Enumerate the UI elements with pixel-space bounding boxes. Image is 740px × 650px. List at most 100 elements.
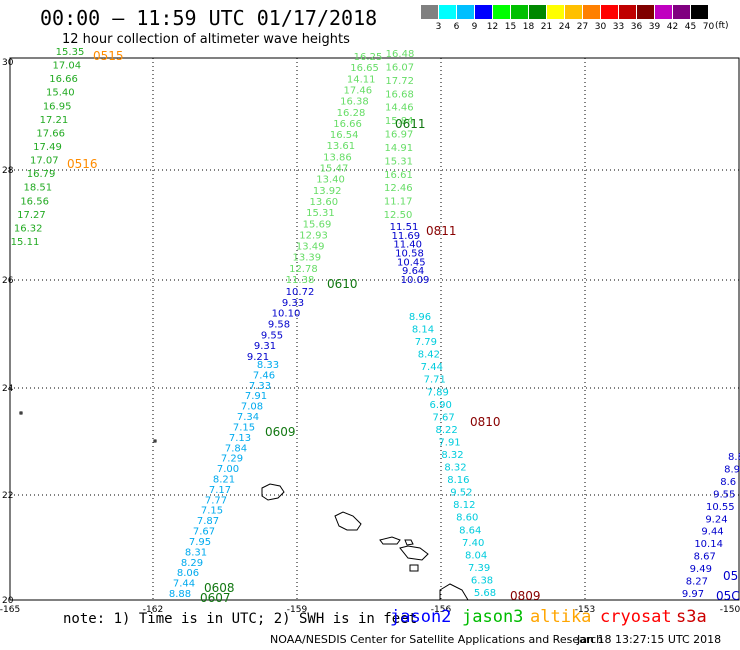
scale-swatch [421, 5, 439, 19]
wave-height-label: 7.13 [229, 433, 251, 444]
wave-height-label: 7.15 [201, 506, 223, 517]
wave-height-label: 16.61 [384, 170, 413, 181]
wave-height-label: 13.40 [316, 175, 345, 186]
wave-height-label: 8.14 [412, 325, 434, 336]
wave-height-label: 8.04 [465, 550, 487, 561]
scale-label: 24 [558, 22, 571, 32]
wave-height-label: 14.11 [347, 74, 376, 85]
satellite-jason3: jason3 [462, 607, 524, 627]
scale-swatch [457, 5, 475, 19]
wave-height-label: 11.51 [390, 222, 419, 233]
y-axis-tick-label: 30 [2, 58, 14, 68]
island-outline [379, 536, 401, 545]
wave-height-label: 9.21 [247, 352, 269, 363]
wave-height-label: 16.79 [27, 169, 56, 180]
wave-height-label: 9.24 [705, 514, 727, 525]
page-subtitle: 12 hour collection of altimeter wave hei… [62, 32, 350, 47]
wave-height-label: 8.6 [720, 477, 736, 488]
scale-label: 45 [684, 22, 697, 32]
y-axis-tick-label: 24 [2, 384, 14, 394]
scale-label: 70 [702, 22, 715, 32]
wave-height-label: 8.12 [453, 500, 475, 511]
wave-height-label: 16.66 [333, 119, 362, 130]
scale-swatch [601, 5, 619, 19]
wave-height-label: 7.46 [253, 370, 275, 381]
time-label: 05C [716, 589, 740, 603]
wave-height-label: 11.17 [384, 197, 413, 208]
wave-height-label: 17.27 [17, 210, 46, 221]
wave-height-label: 10.09 [401, 275, 430, 286]
scale-swatch [691, 5, 709, 19]
wave-height-label: 11.40 [393, 240, 422, 251]
wave-height-label: 9.44 [701, 527, 723, 538]
wave-height-label: 8.29 [181, 558, 203, 569]
wave-height-label: 7.08 [241, 402, 263, 413]
wave-height-label: 7.89 [427, 387, 449, 398]
scale-swatch [547, 5, 565, 19]
wave-height-label: 7.87 [197, 516, 219, 527]
wave-height-label: 8.88 [169, 589, 191, 600]
island-outline [261, 483, 285, 501]
wave-height-label: 7.34 [237, 412, 259, 423]
map-frame [9, 57, 740, 601]
wave-height-label: 16.68 [385, 89, 414, 100]
wave-height-label: 8.16 [447, 475, 469, 486]
wave-height-label: 16.65 [350, 63, 379, 74]
wave-height-label: 9.58 [268, 320, 290, 331]
scale-label: 21 [540, 22, 553, 32]
wave-height-label: 8.31 [185, 547, 207, 558]
wave-height-label: 16.54 [330, 130, 359, 141]
x-axis-tick-label: -165 [0, 605, 20, 615]
time-label: 05 [723, 569, 738, 583]
scale-label: 9 [471, 22, 478, 32]
wave-height-label: 7.15 [233, 422, 255, 433]
time-label: 0608 [204, 581, 235, 595]
wave-height-label: 17.66 [36, 128, 65, 139]
wave-height-label: 8.9 [724, 464, 740, 475]
y-axis-tick-label: 20 [2, 596, 14, 606]
wave-height-label: 15.11 [11, 237, 40, 248]
x-axis-tick-label: -150 [720, 605, 740, 615]
wave-height-label: 8.06 [177, 568, 199, 579]
island-outline [404, 539, 414, 546]
wave-height-label: 7.40 [462, 538, 484, 549]
scale-swatch [583, 5, 601, 19]
page-title: 00:00 – 11:59 UTC 01/17/2018 [40, 6, 378, 30]
wave-height-label: 17.72 [385, 76, 414, 87]
wave-height-label: 13.61 [326, 141, 355, 152]
scale-label: 3 [435, 22, 442, 32]
wave-height-label: 7.67 [193, 527, 215, 538]
wave-height-label: 8.60 [456, 513, 478, 524]
generated-timestamp: Jan 18 13:27:15 UTC 2018 [577, 633, 722, 646]
wave-height-label: 9.33 [282, 298, 304, 309]
island-outline [399, 545, 429, 561]
x-axis-tick-label: -153 [575, 605, 595, 615]
scale-label: 30 [594, 22, 607, 32]
wave-height-label: 7.84 [225, 443, 247, 454]
x-axis-tick-label: -162 [143, 605, 163, 615]
scale-label: 42 [666, 22, 679, 32]
y-axis-tick-label: 22 [2, 491, 13, 501]
wave-height-label: 7.00 [217, 464, 239, 475]
wave-height-label: 16.25 [354, 52, 383, 63]
satellite-cryosat: cryosat [600, 607, 672, 627]
time-label: 0607 [200, 591, 231, 605]
wave-height-label: 8.64 [459, 525, 481, 536]
wave-height-label: 12.46 [384, 183, 413, 194]
wave-height-label: 9.49 [690, 564, 712, 575]
island-outline [153, 439, 157, 443]
scale-swatch [619, 5, 637, 19]
wave-height-label: 13.92 [313, 186, 342, 197]
wave-height-label: 12.78 [289, 264, 318, 275]
wave-height-label: 12.50 [384, 210, 413, 221]
wave-height-label: 7.44 [421, 362, 443, 373]
scale-label: 39 [648, 22, 661, 32]
wave-height-label: 15.31 [384, 156, 413, 167]
wave-height-label: 16.07 [386, 62, 415, 73]
wave-height-label: 16.66 [49, 74, 78, 85]
island-outline [409, 564, 419, 572]
wave-height-label: 8.33 [257, 360, 279, 371]
wave-height-label: 7.91 [245, 391, 267, 402]
x-axis-tick-label: -159 [287, 605, 308, 615]
